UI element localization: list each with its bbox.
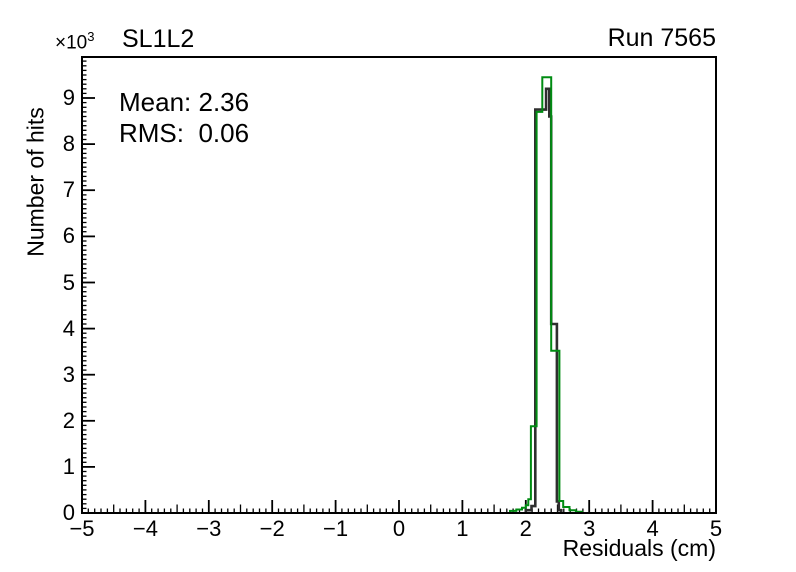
x-tick-label: 4: [646, 516, 659, 541]
aligned-histogram-line: [509, 76, 584, 513]
x-tick-label: 3: [583, 516, 596, 541]
y-tick-label: 8: [62, 131, 75, 157]
x-axis-title: Residuals (cm): [562, 535, 716, 561]
stat-rms-text: RMS: 0.06: [119, 118, 250, 148]
x-tick-label: 0: [392, 516, 406, 541]
x-tick-label: −3: [196, 516, 222, 541]
y-tick-label: 6: [62, 223, 75, 249]
plot-frame: [81, 56, 717, 514]
y-tick-label: 9: [62, 85, 75, 110]
x-tick-label: 5: [709, 516, 723, 541]
stat-mean-text: Mean: 2.36: [119, 87, 250, 117]
x-tick-label: 2: [519, 516, 532, 541]
y-axis-scale-exponent: 3: [87, 29, 95, 44]
y-tick-label: 4: [62, 315, 75, 341]
y-tick-label: 3: [62, 361, 75, 387]
run-number-label: Run 7565: [607, 24, 716, 52]
y-tick-label: 2: [62, 407, 75, 433]
plot-title: SL1L2: [122, 25, 195, 53]
x-tick-label: −5: [69, 516, 95, 541]
x-tick-label: −4: [132, 516, 158, 541]
y-tick-label: 1: [62, 453, 75, 479]
y-tick-label: 0: [62, 500, 75, 525]
x-tick-label: 1: [456, 516, 469, 541]
y-tick-label: 7: [62, 177, 75, 203]
y-axis-scale-label: ×103: [55, 29, 94, 54]
x-tick-label: −2: [259, 516, 285, 541]
reference-histogram-line: [524, 87, 563, 513]
y-tick-label: 5: [62, 269, 75, 295]
x-tick-label: −1: [323, 516, 349, 541]
y-axis-scale-base: ×10: [55, 32, 88, 54]
